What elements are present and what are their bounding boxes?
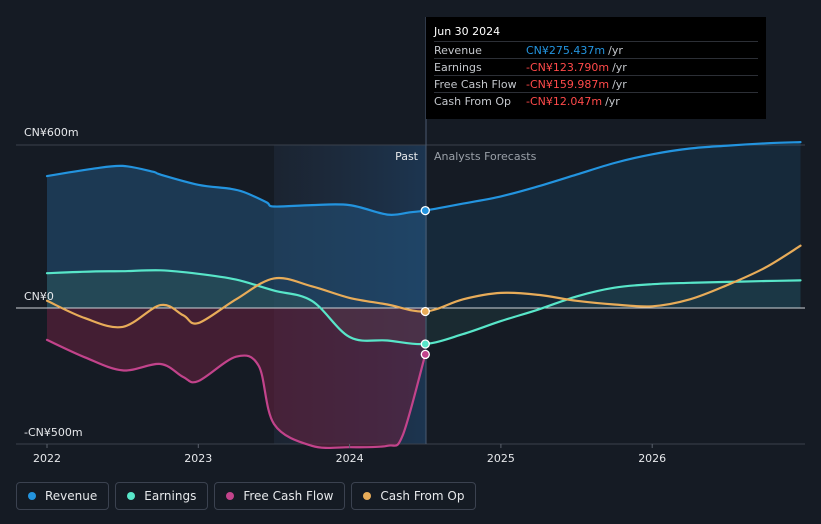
tooltip-value: -CN¥123.790m/yr (526, 61, 627, 74)
series-line-free-cash-flow (45, 338, 427, 450)
x-axis-ticks: 2022 2023 2024 2025 2026 (33, 444, 666, 465)
legend-dot-icon (226, 492, 235, 500)
area-past-free-cash-flow (47, 308, 426, 448)
tooltip-label: Earnings (434, 61, 482, 74)
legend-item-earnings[interactable]: Earnings (115, 482, 209, 510)
tooltip-value: -CN¥159.987m/yr (526, 78, 627, 91)
legend-label: Cash From Op (380, 489, 465, 503)
y-tick-0: CN¥0 (24, 290, 54, 303)
area-forecast-revenue (427, 142, 801, 308)
tooltip-row-free-cash-flow: Free Cash Flow -CN¥159.987m/yr (434, 75, 758, 93)
legend-item-cash-from-op[interactable]: Cash From Op (351, 482, 477, 510)
tooltip-unit: /yr (612, 78, 627, 91)
highlight-points (420, 205, 430, 360)
highlight-point-free-cash-flow (420, 349, 430, 360)
highlight-point-cash-from-op (420, 306, 430, 317)
tooltip-value-text: -CN¥159.987m (526, 78, 610, 91)
x-tick-label-2024: 2024 (336, 452, 364, 465)
tooltip-row-cash-from-op: Cash From Op -CN¥12.047m/yr (434, 92, 758, 110)
tooltip-unit: /yr (608, 44, 623, 57)
area-past-earnings (47, 270, 427, 345)
tooltip-label: Revenue (434, 44, 482, 57)
series-line-cash-from-op (45, 244, 802, 329)
y-tick-600: CN¥600m (24, 126, 79, 139)
x-tick-label-2023: 2023 (184, 452, 212, 465)
tooltip-value: CN¥275.437m/yr (526, 44, 623, 57)
legend-dot-icon (127, 492, 136, 500)
x-tick-label-2025: 2025 (487, 452, 515, 465)
tooltip-date: Jun 30 2024 (434, 25, 501, 38)
tooltip-value: -CN¥12.047m/yr (526, 95, 620, 108)
legend-label: Revenue (45, 489, 98, 503)
tooltip-unit: /yr (605, 95, 620, 108)
tooltip: Jun 30 2024 Revenue CN¥275.437m/yr Earni… (426, 17, 766, 119)
tooltip-value-text: -CN¥123.790m (526, 61, 610, 74)
tooltip-label: Cash From Op (434, 95, 512, 108)
legend-item-free-cash-flow[interactable]: Free Cash Flow (214, 482, 346, 510)
y-tick-minus-500: -CN¥500m (24, 426, 83, 439)
legend-item-revenue[interactable]: Revenue (16, 482, 110, 510)
tooltip-unit: /yr (612, 61, 627, 74)
legend-dot-icon (363, 492, 372, 500)
highlight-point-earnings (420, 339, 430, 349)
legend: Revenue Earnings Free Cash Flow Cash Fro… (16, 482, 477, 512)
highlight-point-revenue (420, 205, 430, 216)
legend-dot-icon (28, 492, 36, 500)
legend-label: Free Cash Flow (243, 489, 334, 503)
area-past-revenue (47, 165, 427, 308)
forecast-label: Analysts Forecasts (434, 150, 537, 163)
x-tick-label-2026: 2026 (638, 452, 666, 465)
series-areas (47, 142, 801, 448)
tooltip-row-revenue: Revenue CN¥275.437m/yr (434, 41, 758, 59)
past-label: Past (395, 150, 419, 163)
tooltip-label: Free Cash Flow (434, 78, 517, 91)
series-line-revenue (45, 141, 802, 216)
tooltip-value-text: -CN¥12.047m (526, 95, 603, 108)
x-tick-label-2022: 2022 (33, 452, 61, 465)
tooltip-row-earnings: Earnings -CN¥123.790m/yr (434, 58, 758, 76)
area-forecast-earnings (427, 280, 801, 344)
tooltip-value-text: CN¥275.437m (526, 44, 606, 57)
legend-label: Earnings (144, 489, 197, 503)
